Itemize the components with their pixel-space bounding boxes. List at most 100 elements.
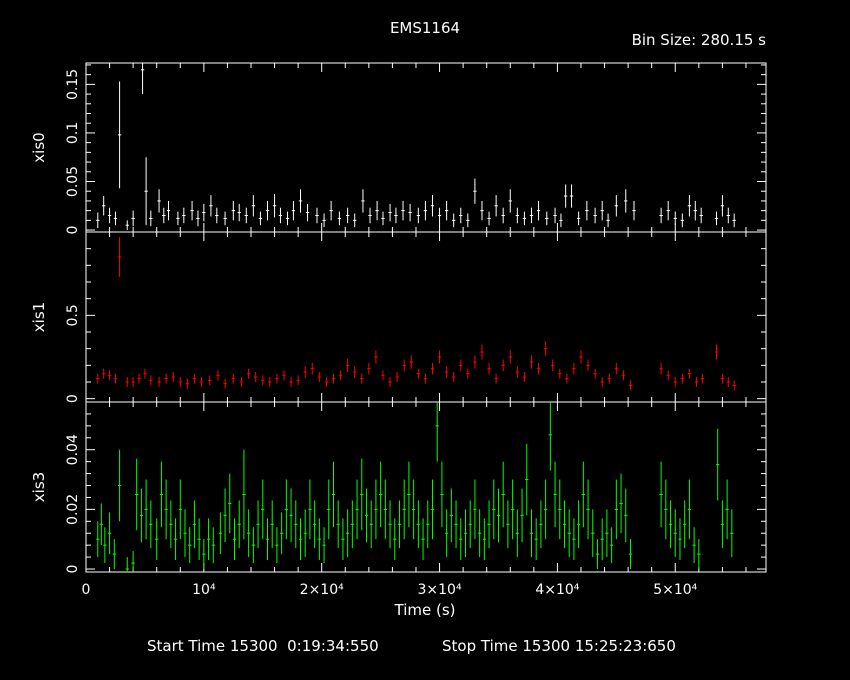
data-point (149, 210, 153, 227)
data-point (164, 373, 168, 384)
data-point (284, 479, 288, 540)
data-point (164, 479, 168, 540)
data-point (572, 362, 576, 375)
data-point (107, 207, 112, 224)
data-point (159, 461, 164, 528)
data-point (353, 366, 357, 378)
data-point (559, 213, 563, 228)
data-point (278, 207, 283, 224)
data-point (600, 518, 604, 561)
data-point (600, 200, 604, 221)
data-point (600, 377, 604, 387)
data-point (113, 373, 118, 384)
data-point (139, 488, 144, 543)
data-point (452, 213, 456, 228)
data-point (374, 479, 378, 540)
data-point (614, 362, 618, 375)
data-point (480, 344, 484, 360)
data-point (345, 509, 350, 558)
data-point (374, 350, 378, 364)
data-point (176, 211, 180, 226)
data-point (294, 500, 298, 549)
data-point (628, 539, 633, 570)
data-point (694, 377, 699, 387)
data-point (619, 473, 623, 534)
data-point (529, 207, 534, 224)
data-point (397, 500, 402, 549)
data-point (411, 479, 416, 540)
data-point (408, 203, 412, 222)
data-point (558, 479, 562, 540)
data-point (381, 370, 385, 381)
data-point (501, 461, 505, 528)
data-point (337, 211, 342, 226)
data-point (536, 200, 541, 221)
data-point (232, 518, 237, 561)
y-tick-label: 0.05 (65, 166, 81, 197)
data-point (381, 211, 385, 226)
data-point (430, 479, 435, 540)
data-point (494, 373, 498, 384)
data-point (329, 200, 333, 221)
data-point (683, 500, 687, 549)
data-point (510, 479, 515, 540)
data-point (430, 195, 435, 217)
data-point (317, 372, 321, 382)
data-point (246, 509, 251, 558)
data-point (209, 195, 213, 217)
data-point (265, 200, 270, 221)
data-point (223, 488, 227, 543)
data-point (624, 189, 628, 213)
data-point (732, 213, 736, 228)
y-tick-label: 0.5 (65, 304, 81, 326)
data-point (99, 503, 103, 546)
data-point (402, 359, 406, 372)
data-point (595, 539, 600, 570)
data-point (562, 500, 567, 549)
x-tick-label: 3×10⁴ (418, 582, 462, 598)
data-point (360, 373, 364, 384)
data-point (693, 200, 697, 221)
data-point (468, 500, 472, 549)
data-point (680, 373, 684, 384)
data-point (345, 207, 350, 224)
data-point (477, 509, 482, 558)
data-point (732, 380, 736, 391)
data-point (581, 461, 585, 528)
data-point (215, 207, 219, 224)
data-point (591, 509, 595, 558)
data-point (668, 500, 673, 549)
data-point (430, 362, 435, 375)
data-point (444, 200, 449, 221)
data-point (687, 368, 692, 379)
data-point (231, 373, 235, 384)
data-point (459, 518, 463, 561)
data-point (522, 372, 527, 382)
data-point (687, 479, 692, 540)
data-point (440, 461, 444, 528)
data-point (291, 200, 296, 221)
data-point (364, 488, 369, 543)
data-point (593, 368, 597, 379)
y-tick-label: 0 (65, 565, 81, 574)
data-point (426, 500, 430, 549)
data-point (312, 500, 317, 549)
data-point (211, 527, 215, 564)
data-point (107, 370, 112, 381)
data-point (125, 557, 129, 572)
data-point (206, 518, 211, 561)
data-point (103, 527, 107, 564)
data-point (395, 372, 399, 382)
data-point (720, 195, 725, 217)
y-tick-label: 0.04 (65, 434, 81, 465)
data-point (714, 344, 719, 360)
data-point (355, 479, 359, 540)
data-point (113, 211, 118, 226)
data-point (140, 63, 145, 95)
data-point (699, 207, 703, 224)
data-point (614, 195, 618, 217)
x-tick-label: 4×10⁴ (535, 582, 579, 598)
data-point (529, 509, 534, 558)
data-point (444, 509, 449, 558)
